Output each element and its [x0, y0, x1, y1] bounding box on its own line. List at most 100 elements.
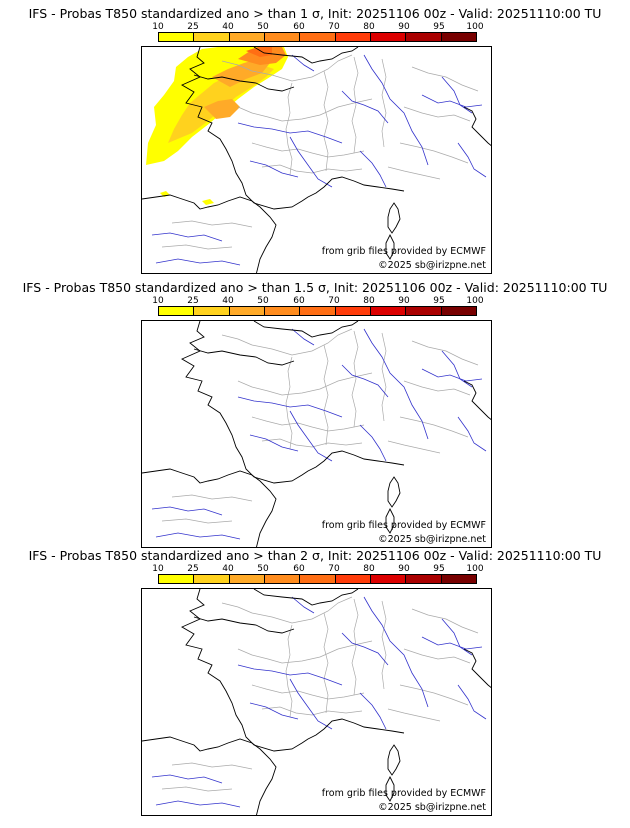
coastline: [253, 47, 359, 64]
colorbar-tick-label: 10: [152, 22, 164, 32]
coastline: [463, 380, 491, 420]
colorbar-segment: [370, 33, 407, 41]
colorbar-tick-label: 90: [398, 296, 410, 306]
admin-border: [261, 706, 363, 716]
colorbar-segment: [159, 307, 195, 315]
river: [291, 54, 315, 72]
colorbar-tick-label: 90: [398, 22, 410, 32]
colorbar-segment: [370, 307, 407, 315]
colorbar-tick-label: 95: [433, 564, 445, 574]
colorbar-segment: [335, 33, 371, 41]
admin-border: [411, 608, 479, 634]
coastline: [385, 233, 395, 260]
admin-border: [251, 142, 365, 158]
admin-border: [161, 786, 233, 792]
colorbar-segment: [194, 575, 230, 583]
river: [441, 618, 473, 656]
colorbar-segment: [441, 575, 476, 583]
admin-border: [403, 106, 471, 122]
colorbar-tick-label: 25: [187, 564, 199, 574]
river: [341, 632, 389, 666]
river: [359, 692, 387, 730]
colorbar-segment: [264, 307, 301, 315]
colorbar-labels: 10 25 40 50 60 70 80 90 95 100: [150, 296, 490, 306]
river: [155, 532, 241, 540]
river: [457, 142, 487, 178]
colorbar-segment: [335, 575, 371, 583]
river: [359, 150, 387, 188]
panel-title: IFS - Probas T850 standardized ano > tha…: [28, 6, 602, 21]
coastline: [387, 202, 401, 234]
colorbar-labels: 10 25 40 50 60 70 80 90 95 100: [150, 564, 490, 574]
colorbar-tick-label: 40: [222, 564, 234, 574]
colorbar-segment: [406, 307, 442, 315]
coastline: [387, 744, 401, 776]
admin-border: [285, 624, 293, 718]
colorbar-segment: [229, 307, 265, 315]
colorbar-segment: [406, 33, 442, 41]
copyright-credit: ©2025 sb@irizpne.net: [378, 534, 486, 545]
admin-border: [237, 372, 373, 396]
source-credit: from grib files provided by ECMWF: [321, 246, 486, 257]
colorbar-tick-label: 60: [293, 296, 305, 306]
map-area: from grib files provided by ECMWF ©2025 …: [141, 46, 492, 274]
map-drawing: [142, 321, 491, 547]
river: [289, 678, 333, 730]
colorbar-tick-label: 40: [222, 296, 234, 306]
admin-border: [351, 330, 359, 428]
probability-area: [246, 47, 272, 57]
colorbar-tick-label: 70: [328, 296, 340, 306]
copyright-credit: ©2025 sb@irizpne.net: [378, 802, 486, 813]
colorbar-segment: [441, 307, 476, 315]
map-panel-1: IFS - Probas T850 standardized ano > tha…: [0, 6, 630, 278]
river: [441, 350, 473, 388]
colorbar-tick-label: 10: [152, 564, 164, 574]
colorbar-segment: [229, 33, 265, 41]
admin-border: [161, 244, 233, 250]
colorbar-tick-label: 95: [433, 22, 445, 32]
river: [421, 636, 483, 650]
admin-border: [381, 332, 387, 422]
map-panel-3: IFS - Probas T850 standardized ano > tha…: [0, 548, 630, 820]
colorbar-segment: [159, 575, 195, 583]
probability-area: [204, 99, 240, 119]
admin-border: [285, 356, 293, 450]
admin-border: [403, 380, 471, 396]
river: [155, 258, 241, 266]
admin-border: [261, 438, 363, 448]
map-drawing: [142, 589, 491, 815]
colorbar-tick-label: 10: [152, 296, 164, 306]
admin-border: [171, 762, 253, 770]
admin-border: [351, 598, 359, 696]
colorbar-tick-label: 60: [293, 22, 305, 32]
coastline: [142, 736, 277, 815]
colorbar-segment: [300, 575, 336, 583]
colorbar-segment: [159, 33, 195, 41]
river: [249, 160, 299, 178]
colorbar-tick-label: 100: [466, 22, 484, 32]
colorbar-segment: [441, 33, 476, 41]
river: [151, 232, 223, 242]
coastline: [463, 648, 491, 688]
probability-area: [202, 199, 214, 205]
river: [363, 596, 429, 708]
copyright-credit: ©2025 sb@irizpne.net: [378, 260, 486, 271]
admin-border: [161, 518, 233, 524]
river: [151, 774, 223, 784]
river: [249, 702, 299, 720]
admin-border: [261, 164, 363, 174]
coastline: [193, 616, 295, 634]
coastline: [387, 476, 401, 508]
admin-border: [387, 166, 441, 180]
admin-border: [399, 142, 469, 164]
colorbar-segment: [194, 33, 230, 41]
river: [237, 396, 343, 418]
coastline: [253, 321, 359, 338]
river: [341, 364, 389, 398]
colorbar-tick-label: 80: [363, 296, 375, 306]
admin-border: [237, 98, 373, 122]
colorbar-segment: [370, 575, 407, 583]
river: [151, 506, 223, 516]
coastline: [385, 775, 395, 802]
colorbar-segment: [194, 307, 230, 315]
